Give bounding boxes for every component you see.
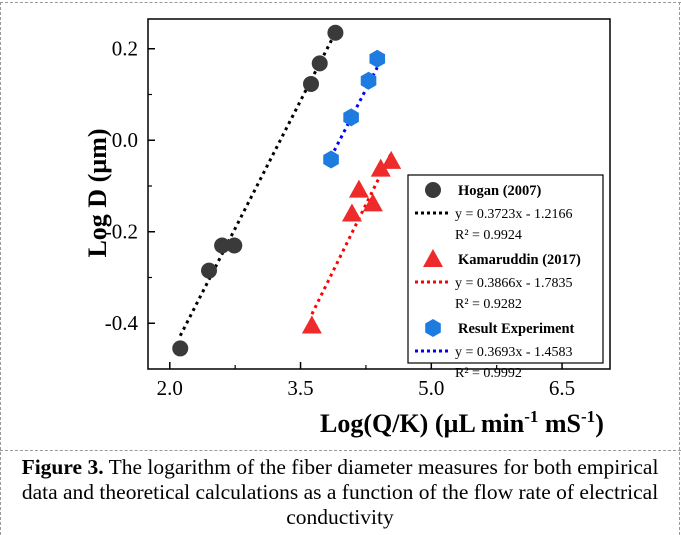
y-axis-title: Log D (µm) <box>83 128 112 257</box>
fit-line <box>178 31 337 337</box>
legend-series-name: Hogan (2007) <box>458 183 542 199</box>
data-point <box>303 75 320 92</box>
data-point <box>370 158 391 177</box>
legend: Hogan (2007) y = 0.3723x - 1.2166 R² = 0.9… <box>407 174 604 381</box>
y-tick-label: 0.2 <box>112 37 138 61</box>
y-tick-label: 0.0 <box>112 128 138 152</box>
figure-frame-right <box>679 2 680 535</box>
legend-marker <box>423 249 443 267</box>
x-tick-label: 2.0 <box>157 376 183 400</box>
legend-marker <box>425 182 441 198</box>
figure-frame-left <box>0 2 1 535</box>
data-point <box>172 340 189 357</box>
figure-frame-top <box>0 2 681 3</box>
x-tick-label: 3.5 <box>287 376 313 400</box>
legend-equation: y = 0.3723x - 1.2166 <box>455 207 573 222</box>
x-axis-title: Log(Q/K) (µL min-1 mS-1) <box>320 407 604 438</box>
data-point <box>362 193 383 212</box>
legend-marker <box>425 319 441 337</box>
axes: 2.0 3.5 5.0 6.5 0.2 0.0 -0.2 -0.4 <box>105 37 575 400</box>
legend-r2: R² = 0.9924 <box>455 228 522 243</box>
data-point <box>327 24 344 41</box>
y-tick-label: -0.2 <box>105 220 138 244</box>
caption-rule <box>0 450 681 451</box>
legend-series-name: Result Experiment <box>458 321 575 337</box>
y-tick-label: -0.4 <box>105 311 139 335</box>
fit-line <box>310 152 393 315</box>
x-tick-label: 5.0 <box>418 376 444 400</box>
figure-caption: Figure 3. The logarithm of the fiber dia… <box>10 455 670 530</box>
data-markers <box>172 24 402 357</box>
data-point <box>343 108 359 127</box>
data-point <box>381 150 402 169</box>
data-point <box>201 262 218 279</box>
data-point <box>311 55 328 72</box>
data-point <box>360 71 377 90</box>
legend-r2: R² = 0.9992 <box>455 366 522 381</box>
data-point <box>301 315 322 334</box>
data-point <box>369 49 386 68</box>
data-point <box>226 237 243 254</box>
data-point <box>341 203 362 222</box>
data-point <box>348 179 369 198</box>
legend-series-name: Kamaruddin (2017) <box>458 252 581 268</box>
chart: 2.0 3.5 5.0 6.5 0.2 0.0 -0.2 -0.4 Log(Q/K) (µL … <box>83 18 611 438</box>
x-tick-label: 6.5 <box>549 376 575 400</box>
caption-text: The logarithm of the fiber diameter meas… <box>21 455 659 529</box>
data-point <box>214 237 231 254</box>
legend-equation: y = 0.3693x - 1.4583 <box>455 345 573 360</box>
figure-label: Figure 3. <box>21 455 104 479</box>
data-point <box>323 150 339 169</box>
legend-equation: y = 0.3866x - 1.7835 <box>455 276 573 291</box>
legend-r2: R² = 0.9282 <box>455 297 522 312</box>
